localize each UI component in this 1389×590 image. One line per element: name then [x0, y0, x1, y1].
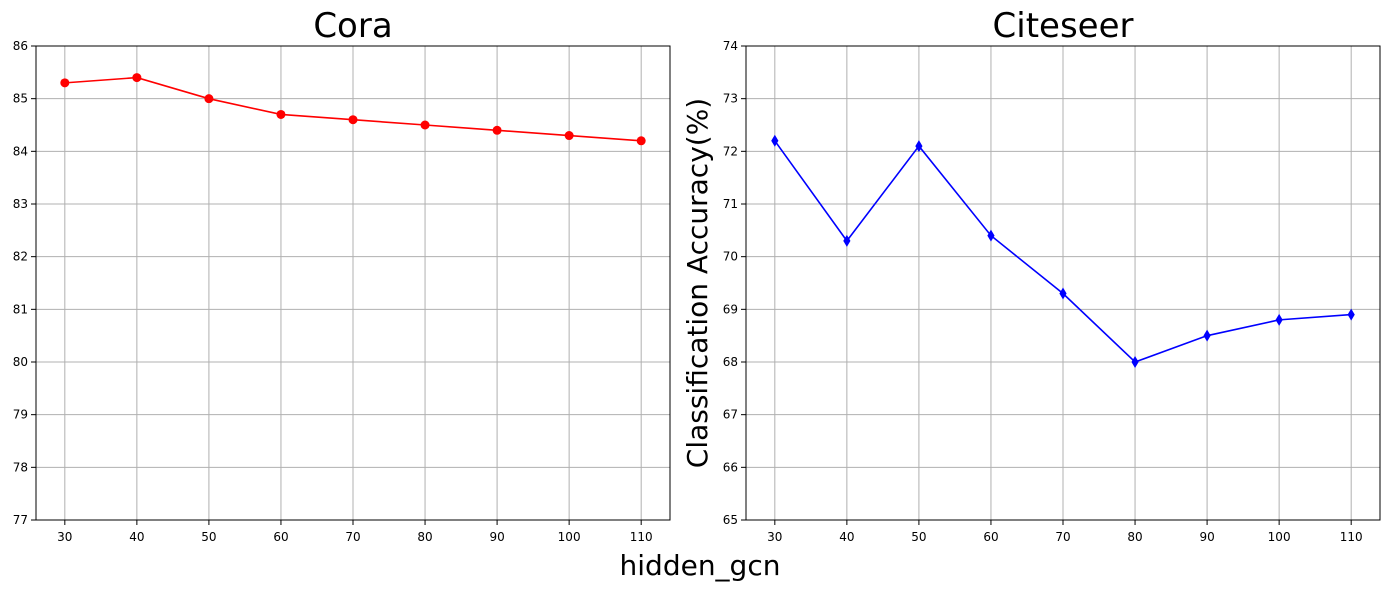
y-tick-label: 67: [723, 408, 738, 422]
cora-panel: 30 40 50 60 70 80 90 100 110 77 78 79 80 81 82 83 84 85 86…: [13, 6, 671, 544]
x-tick-label: 100: [1268, 530, 1291, 544]
x-axis-label: hidden_gcn: [620, 549, 781, 582]
x-tick-label: 90: [489, 530, 504, 544]
data-point: [771, 134, 779, 147]
y-tick-label: 65: [723, 513, 738, 527]
data-point: [348, 115, 358, 125]
plot-frame: [745, 45, 1381, 521]
y-tick-label: 72: [723, 144, 738, 158]
y-tick-label: 82: [13, 250, 28, 264]
y-tick-label: 81: [13, 302, 28, 316]
y-tick-label: 85: [13, 92, 28, 106]
x-tick-label: 60: [983, 530, 998, 544]
y-tick-label: 74: [723, 39, 738, 53]
y-tick-label: 66: [723, 460, 738, 474]
x-tick-label: 100: [558, 530, 581, 544]
y-tick-label: 83: [13, 197, 28, 211]
x-tick-label: 60: [273, 530, 288, 544]
x-tick-label: 90: [1199, 530, 1214, 544]
x-tick-label: 30: [57, 530, 72, 544]
y-tick-label: 70: [723, 250, 738, 264]
y-tick-label: 73: [723, 92, 738, 106]
y-tick-label: 79: [13, 408, 28, 422]
y-tick-label: 71: [723, 197, 738, 211]
data-point: [987, 229, 995, 242]
plot-frame: [35, 45, 671, 521]
x-tick-label: 50: [911, 530, 926, 544]
data-point: [843, 234, 851, 247]
x-tick-label: 50: [201, 530, 216, 544]
x-tick-label: 70: [345, 530, 360, 544]
data-point: [1059, 287, 1067, 300]
x-tick-label: 40: [839, 530, 854, 544]
y-tick-label: 78: [13, 460, 28, 474]
data-point: [132, 73, 142, 83]
data-point: [276, 109, 286, 119]
x-tick-label: 40: [129, 530, 144, 544]
chart-title: Citeseer: [993, 6, 1134, 46]
data-point: [915, 140, 923, 153]
x-tick-label: 80: [1127, 530, 1142, 544]
y-tick-label: 69: [723, 302, 738, 316]
data-point: [1131, 356, 1139, 368]
y-axis-label: Classification Accuracy(%): [681, 98, 714, 468]
data-point: [420, 120, 430, 130]
y-tick-label: 68: [723, 355, 738, 369]
data-point: [1347, 308, 1355, 321]
y-tick-label: 80: [13, 355, 28, 369]
data-point: [1203, 329, 1211, 342]
chart-title: Cora: [313, 6, 392, 46]
x-tick-label: 70: [1055, 530, 1070, 544]
x-tick-label: 30: [767, 530, 782, 544]
data-point: [1275, 313, 1283, 326]
data-point: [564, 131, 574, 141]
x-tick-label: 110: [1340, 530, 1363, 544]
data-point: [636, 136, 646, 146]
y-tick-label: 84: [13, 144, 28, 158]
x-tick-label: 80: [417, 530, 432, 544]
x-tick-label: 110: [630, 530, 653, 544]
data-point: [204, 94, 214, 104]
y-tick-label: 86: [13, 39, 28, 53]
data-point: [60, 78, 70, 88]
citeseer-panel: 30 40 50 60 70 80 90 100 110 65 66 67 68 69 70 71 72 73 74…: [723, 6, 1381, 544]
data-point: [492, 125, 502, 135]
y-tick-label: 77: [13, 513, 28, 527]
